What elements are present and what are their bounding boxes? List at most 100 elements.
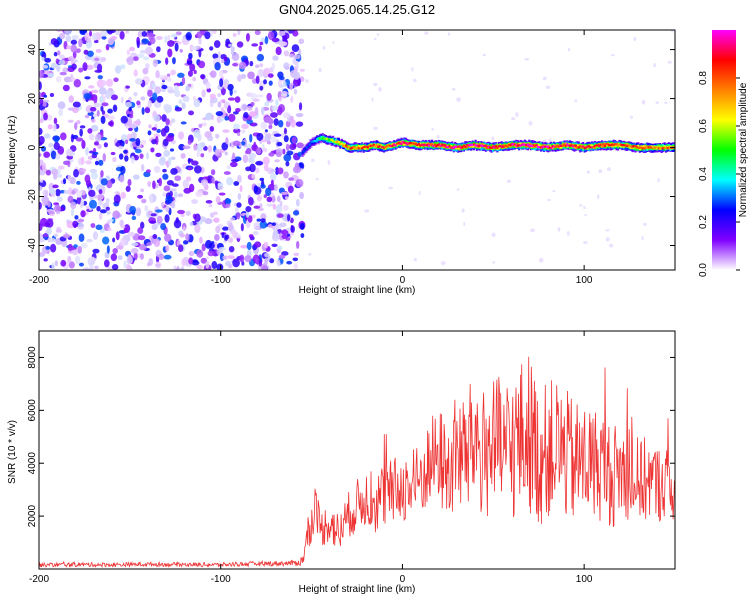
tone-track-cell xyxy=(635,146,639,149)
noise-blob xyxy=(209,46,214,51)
noise-blob xyxy=(182,95,190,103)
noise-blob xyxy=(222,129,230,133)
noise-blob xyxy=(187,157,191,165)
tone-track-cell xyxy=(651,146,655,150)
tone-track-cell xyxy=(342,144,345,147)
tone-track-cell xyxy=(576,146,579,149)
noise-blob xyxy=(49,93,55,97)
tone-track-cell xyxy=(430,143,434,146)
noise-blob xyxy=(364,209,370,213)
noise-blob xyxy=(655,101,659,105)
tone-track-cell xyxy=(534,145,537,148)
tone-track-cell xyxy=(643,147,646,150)
tone-track-cell xyxy=(477,145,480,148)
tone-track-cell xyxy=(531,144,534,148)
noise-blob xyxy=(51,262,55,270)
noise-blob xyxy=(92,151,99,156)
noise-blob xyxy=(605,237,610,242)
noise-blob xyxy=(121,225,126,229)
noise-blob xyxy=(193,165,202,174)
noise-blob xyxy=(227,113,236,122)
tone-track-cell xyxy=(621,144,624,147)
noise-blob xyxy=(94,57,100,61)
noise-blob xyxy=(259,63,264,68)
tone-track-cell xyxy=(375,144,378,147)
noise-blob xyxy=(167,40,175,47)
tone-track-cell xyxy=(487,145,490,149)
noise-blob xyxy=(201,122,207,127)
noise-blob xyxy=(125,30,129,34)
noise-blob xyxy=(282,204,289,211)
noise-blob xyxy=(90,171,98,180)
noise-blob xyxy=(77,245,82,254)
noise-blob xyxy=(436,134,440,139)
noise-blob xyxy=(140,188,144,193)
snr-x-label: Height of straight line (km) xyxy=(299,584,416,595)
noise-blob xyxy=(161,84,168,90)
x-tick-label: -100 xyxy=(211,275,231,286)
noise-blob xyxy=(225,137,229,145)
noise-blob xyxy=(147,181,152,187)
noise-blob xyxy=(144,107,151,114)
noise-blob xyxy=(39,185,43,191)
noise-blob xyxy=(165,118,170,126)
noise-blob xyxy=(187,70,193,77)
spectrogram-tone-track xyxy=(301,132,675,157)
noise-blob xyxy=(633,36,637,41)
noise-blob xyxy=(271,195,276,203)
tone-track-cell xyxy=(483,144,486,148)
noise-blob xyxy=(295,60,299,70)
noise-blob xyxy=(92,231,98,241)
noise-blob xyxy=(451,87,456,91)
noise-blob xyxy=(119,64,126,70)
tone-track-cell xyxy=(659,147,662,150)
noise-blob xyxy=(230,46,235,53)
noise-blob xyxy=(511,117,516,121)
tone-track-cell xyxy=(417,143,420,146)
noise-blob xyxy=(107,227,112,232)
noise-blob xyxy=(164,35,168,44)
tone-track-cell xyxy=(359,145,362,149)
noise-blob xyxy=(181,76,186,86)
tone-track-cell xyxy=(401,141,404,144)
noise-blob xyxy=(158,157,166,166)
noise-blob xyxy=(82,62,88,72)
tone-track-cell xyxy=(612,143,615,146)
noise-blob xyxy=(191,46,198,51)
tone-track-cell xyxy=(496,146,499,149)
noise-blob xyxy=(90,124,99,132)
tone-track-cell xyxy=(432,144,435,148)
noise-blob xyxy=(187,166,193,171)
tone-track-cell xyxy=(363,145,367,148)
noise-blob xyxy=(219,117,224,122)
noise-blob xyxy=(274,159,280,163)
noise-blob xyxy=(249,163,256,173)
noise-blob xyxy=(48,188,56,195)
spectrogram-x-label: Height of straight line (km) xyxy=(299,285,416,296)
noise-blob xyxy=(43,151,51,158)
noise-blob xyxy=(102,153,106,162)
tone-track-cell xyxy=(398,142,402,145)
noise-blob xyxy=(193,129,201,138)
tone-track-cell xyxy=(576,144,579,148)
tone-track-cell xyxy=(568,144,572,147)
noise-blob xyxy=(63,160,70,166)
noise-blob xyxy=(42,189,49,196)
noise-blob xyxy=(67,255,72,264)
noise-blob xyxy=(78,233,85,242)
noise-blob xyxy=(177,131,185,140)
tone-track-cell xyxy=(326,137,329,140)
noise-blob xyxy=(327,160,331,165)
noise-blob xyxy=(262,147,268,153)
noise-blob xyxy=(256,218,262,222)
noise-blob xyxy=(586,170,590,174)
tone-track-cell xyxy=(622,144,625,149)
x-tick-label: 0 xyxy=(400,275,406,286)
noise-blob xyxy=(189,221,194,227)
noise-blob xyxy=(150,213,157,217)
tone-track-cell xyxy=(410,142,413,147)
spectrogram-x-ticks: -200 -100 0 100 xyxy=(29,30,593,286)
noise-blob xyxy=(76,180,81,185)
noise-blob xyxy=(332,41,335,44)
noise-blob xyxy=(71,190,76,195)
